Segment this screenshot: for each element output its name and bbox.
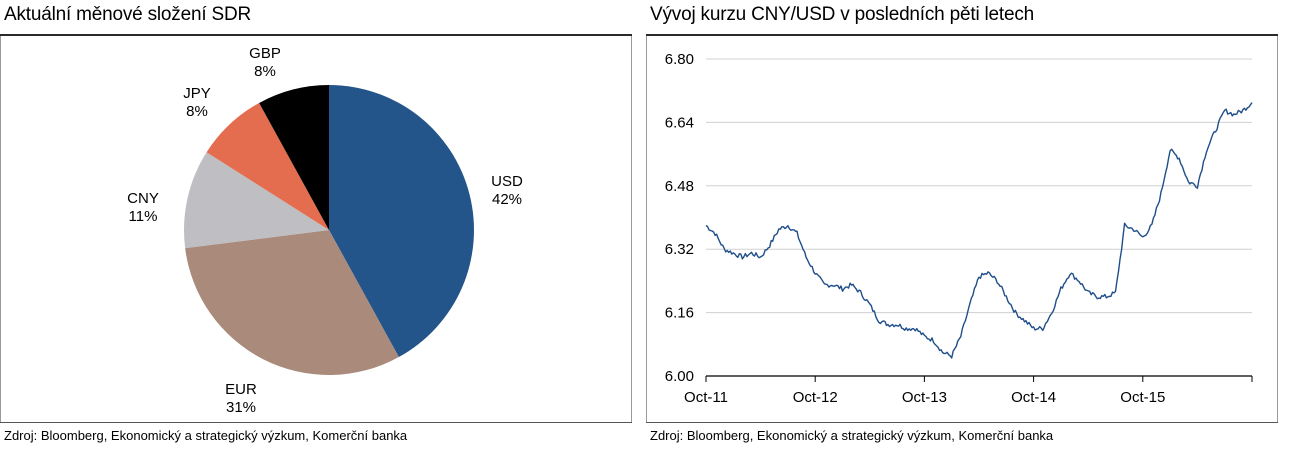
pie-label-jpy: JPY: [183, 85, 211, 102]
pie-value-gbp: 8%: [254, 63, 276, 80]
series-line-cnyusd: [705, 102, 1253, 359]
pie-label-gbp: GBP: [249, 45, 281, 62]
pie-slice-jpy: [206, 102, 329, 230]
y-tick-label: 6.48: [665, 178, 694, 195]
line-chart-title: Vývoj kurzu CNY/USD v posledních pěti le…: [650, 4, 1035, 25]
pie-top-rule: [0, 34, 632, 36]
pie-bottom-rule: [0, 422, 632, 423]
x-tick-label: Oct-11: [684, 389, 728, 406]
pie-label-eur: EUR: [225, 381, 257, 398]
line-right-border: [1277, 36, 1278, 422]
y-tick-label: 6.32: [665, 241, 694, 258]
y-tick-label: 6.80: [665, 51, 694, 68]
y-tick-label: 6.00: [665, 368, 694, 385]
y-tick-label: 6.64: [665, 114, 694, 131]
pie-left-border: [0, 36, 1, 422]
pie-right-border: [631, 36, 632, 422]
pie-value-cny: 11%: [129, 208, 158, 225]
x-tick-label: Oct-14: [1011, 389, 1056, 406]
pie-slice-usd: [329, 85, 474, 358]
cnyusd-line-panel: Vývoj kurzu CNY/USD v posledních pěti le…: [646, 0, 1278, 459]
line-source-note: Zdroj: Bloomberg, Ekonomický a strategic…: [650, 428, 1054, 443]
cnyusd-line-chart: 6.00 6.16 6.32 6.48 6.64 6.80 Oct-11 Oct-12 Oct-…: [665, 51, 1253, 406]
pie-slice-cny: [183, 152, 329, 249]
line-left-border: [646, 36, 647, 422]
line-bottom-rule: [646, 422, 1278, 423]
pie-label-cny: CNY: [127, 190, 159, 207]
pie-slice-eur: [185, 230, 399, 375]
pie-source-note: Zdroj: Bloomberg, Ekonomický a strategic…: [4, 428, 408, 443]
pie-label-usd: USD: [491, 173, 523, 190]
pie-chart-title: Aktuální měnové složení SDR: [4, 4, 251, 25]
line-top-rule: [646, 34, 1278, 36]
pie-value-jpy: 8%: [186, 103, 208, 120]
x-tick-label: Oct-12: [793, 389, 838, 406]
x-tick-label: Oct-15: [1120, 389, 1165, 406]
sdr-pie-panel: Aktuální měnové složení SDR USD 42% EUR 31%…: [0, 0, 632, 459]
pie-value-usd: 42%: [492, 191, 522, 208]
x-tick-label: Oct-13: [902, 389, 947, 406]
y-tick-label: 6.16: [665, 305, 694, 322]
pie-slice-gbp: [259, 85, 329, 230]
pie-value-eur: 31%: [226, 399, 256, 416]
